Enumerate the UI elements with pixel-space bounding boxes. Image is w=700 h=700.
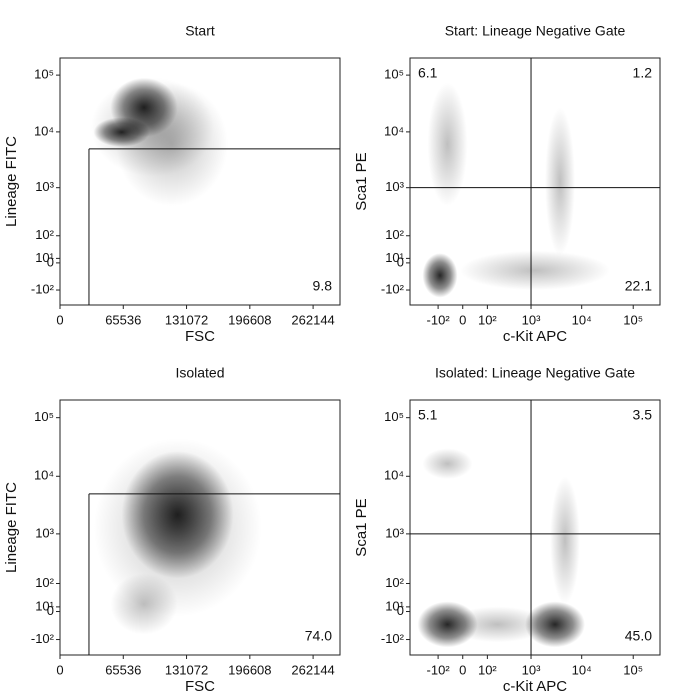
gate-percentage: 45.0 [625, 628, 652, 644]
x-tick-label: 262144 [291, 662, 334, 677]
gate-percentage: 1.2 [633, 65, 653, 81]
y-tick-label: 10¹ [385, 598, 404, 613]
y-tick-label: -10² [381, 631, 405, 646]
y-tick-label: 10⁴ [384, 123, 404, 138]
y-tick-label: 10⁴ [34, 123, 54, 138]
y-tick-label: 10³ [385, 525, 404, 540]
population-cloud [550, 476, 580, 604]
plot-area [417, 448, 585, 648]
x-tick-label: 196608 [228, 662, 271, 677]
x-tick-label: 10⁴ [572, 662, 592, 677]
y-tick-label: 10¹ [35, 598, 54, 613]
population-cloud [545, 107, 575, 256]
panel: Isolated: Lineage Negative Gate c-Kit APC… [353, 365, 661, 695]
y-tick-label: 10³ [35, 525, 54, 540]
x-tick-label: -10² [427, 312, 451, 327]
x-axis-label: FSC [185, 678, 215, 695]
panel-title: Isolated [175, 365, 224, 381]
x-tick-label: 65536 [105, 662, 141, 677]
y-tick-label: 10⁴ [34, 468, 54, 483]
population-cloud [422, 253, 458, 298]
x-tick-label: 131072 [165, 312, 208, 327]
y-tick-label: 10⁵ [34, 67, 54, 82]
y-tick-label: 10⁵ [384, 67, 404, 82]
population-cloud [116, 82, 228, 207]
population-cloud [422, 448, 473, 480]
population-cloud [110, 573, 178, 635]
x-tick-label: 10² [478, 312, 497, 327]
y-tick-label: 10¹ [35, 250, 54, 265]
plot-box [409, 57, 661, 306]
gate-percentage: 6.1 [418, 65, 438, 81]
y-axis-label: Sca1 PE [353, 152, 370, 210]
y-tick-label: 10³ [385, 179, 404, 194]
x-axis-label: c-Kit APC [503, 328, 567, 345]
x-tick-label: 262144 [291, 312, 334, 327]
population-cloud [447, 606, 548, 643]
y-tick-label: 10⁵ [384, 409, 404, 424]
y-tick-label: 10² [35, 227, 54, 242]
gate-percentage: 3.5 [633, 407, 653, 423]
y-tick-label: 10⁴ [384, 468, 404, 483]
x-tick-label: 0 [56, 312, 63, 327]
panel-title: Start [185, 23, 215, 39]
plot-area [90, 77, 228, 207]
y-tick-label: -10² [31, 631, 55, 646]
x-tick-label: 10⁵ [623, 662, 643, 677]
x-tick-label: 65536 [105, 312, 141, 327]
gate-percentage: 74.0 [305, 628, 332, 644]
gate-percentage: 9.8 [313, 278, 333, 294]
y-tick-label: 0 [397, 603, 404, 618]
x-axis-label: FSC [185, 328, 215, 345]
x-tick-label: 10⁴ [572, 312, 592, 327]
y-axis-label: Lineage FITC [3, 136, 20, 227]
y-tick-label: -10² [31, 281, 55, 296]
gate-percentage: 22.1 [625, 278, 652, 294]
x-tick-label: 10² [478, 662, 497, 677]
population-cloud [525, 601, 585, 648]
plot-area [93, 438, 262, 635]
y-tick-label: 0 [397, 254, 404, 269]
y-axis-label: Lineage FITC [3, 482, 20, 573]
plot-box [409, 399, 661, 656]
panel: Start FSC Lineage FITC 0 65536 131072 196608 26… [3, 23, 341, 345]
y-tick-label: 10² [385, 227, 404, 242]
x-tick-label: -10² [427, 662, 451, 677]
y-tick-label: 0 [47, 254, 54, 269]
x-tick-label: 10³ [522, 312, 541, 327]
y-tick-label: 10¹ [385, 250, 404, 265]
y-tick-label: 10² [385, 575, 404, 590]
y-tick-label: 10⁵ [34, 409, 54, 424]
panel: Isolated FSC Lineage FITC 0 65536 131072 19660… [3, 365, 341, 695]
panel-title: Isolated: Lineage Negative Gate [435, 365, 635, 381]
plot-box [59, 399, 341, 656]
y-tick-label: 10² [35, 575, 54, 590]
y-axis-label: Sca1 PE [353, 498, 370, 556]
population-cloud [460, 250, 610, 291]
panel-title: Start: Lineage Negative Gate [445, 23, 626, 39]
x-tick-label: 10⁵ [623, 312, 643, 327]
gate-percentage: 5.1 [418, 407, 438, 423]
x-tick-label: 0 [459, 312, 466, 327]
panel: Start: Lineage Negative Gate c-Kit APC Sca… [353, 23, 661, 345]
plot-box [59, 57, 341, 306]
x-axis-label: c-Kit APC [503, 678, 567, 695]
population-cloud [93, 438, 262, 617]
x-tick-label: 196608 [228, 312, 271, 327]
x-tick-label: 0 [459, 662, 466, 677]
x-tick-label: 10³ [522, 662, 541, 677]
population-cloud [427, 82, 468, 207]
plot-area [422, 82, 610, 298]
y-tick-label: 0 [47, 603, 54, 618]
y-tick-label: -10² [381, 281, 405, 296]
x-tick-label: 0 [56, 662, 63, 677]
x-tick-label: 131072 [165, 662, 208, 677]
y-tick-label: 10³ [35, 179, 54, 194]
